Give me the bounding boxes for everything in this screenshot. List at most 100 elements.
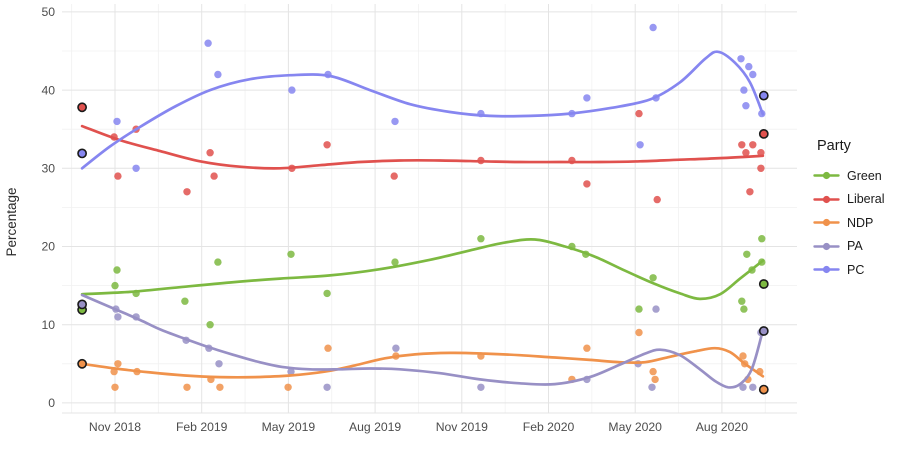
poll-point-ndp xyxy=(583,344,591,352)
legend-item-ndp: NDP xyxy=(813,211,885,235)
trend-line-pa xyxy=(80,293,765,389)
x-axis-label: Feb 2020 xyxy=(523,420,575,434)
poll-point-liberal xyxy=(323,141,331,149)
legend-item-green: Green xyxy=(813,164,885,188)
legend-item-pa: PA xyxy=(813,235,885,259)
legend-title: Party xyxy=(817,138,851,154)
election-results-layer xyxy=(77,90,769,395)
poll-point-ndp xyxy=(216,383,224,391)
poll-point-pa xyxy=(392,344,400,352)
x-axis-label: Feb 2019 xyxy=(176,420,228,434)
poll-point-ndp xyxy=(114,360,122,368)
poll-point-ndp xyxy=(324,344,332,352)
poll-point-pa xyxy=(648,383,656,391)
poll-point-liberal xyxy=(757,164,765,172)
poll-point-liberal xyxy=(738,141,746,149)
legend-key-dot xyxy=(822,195,831,203)
legend-items: Green Liberal NDP PA PC xyxy=(813,164,885,282)
election-result-liberal xyxy=(758,128,769,139)
election-result-pc xyxy=(77,148,87,159)
poll-points-ndp xyxy=(110,328,764,391)
y-axis-title: Percentage xyxy=(4,187,19,256)
grid-major xyxy=(62,4,797,414)
poll-point-green xyxy=(323,289,331,298)
poll-point-ndp xyxy=(649,367,657,376)
poll-point-ndp xyxy=(651,375,659,384)
poll-point-green xyxy=(635,305,643,313)
poll-point-liberal xyxy=(210,172,218,180)
poll-point-liberal xyxy=(653,195,661,204)
trend-line-green xyxy=(80,238,765,301)
poll-point-pc xyxy=(745,62,753,71)
legend-label-ndp: NDP xyxy=(847,215,874,230)
poll-point-pc xyxy=(583,94,591,102)
poll-point-green xyxy=(391,258,399,266)
poll-point-liberal xyxy=(183,188,191,196)
poll-point-pa xyxy=(114,313,122,321)
trend-line-pc xyxy=(80,50,765,170)
x-axis-label: May 2020 xyxy=(608,420,662,434)
legend-key-ndp xyxy=(813,219,840,227)
x-axis-label: May 2019 xyxy=(262,420,316,434)
poll-point-pc xyxy=(740,86,748,94)
legend-label-liberal: Liberal xyxy=(847,192,885,207)
poll-point-green xyxy=(181,297,189,305)
x-axis-label: Aug 2019 xyxy=(349,420,401,434)
poll-point-green xyxy=(206,321,214,329)
y-axis-labels: 0 10 20 30 40 50 xyxy=(41,5,55,410)
poll-point-liberal xyxy=(746,188,754,196)
poll-point-pc xyxy=(391,117,399,126)
election-result-ndp xyxy=(77,358,87,369)
poll-point-pa xyxy=(215,360,223,368)
y-axis-label: 0 xyxy=(48,396,55,410)
poll-point-ndp xyxy=(284,383,292,391)
legend-key-liberal xyxy=(813,195,840,203)
legend-item-pc: PC xyxy=(813,258,885,282)
trend-lines-layer xyxy=(80,50,765,389)
poll-point-green xyxy=(477,235,485,243)
poll-point-pc xyxy=(749,70,757,79)
legend-key-dot xyxy=(822,172,831,180)
legend: Party Green Liberal NDP PA PC xyxy=(813,138,885,282)
poll-point-liberal xyxy=(390,172,398,180)
poll-point-pc xyxy=(132,164,140,172)
legend-label-green: Green xyxy=(847,168,882,183)
legend-key-pa xyxy=(813,242,840,250)
y-axis-label: 20 xyxy=(41,240,55,254)
poll-point-ndp xyxy=(183,383,191,391)
poll-point-liberal xyxy=(749,141,757,149)
election-result-pc xyxy=(758,90,769,101)
poll-point-pc xyxy=(737,55,745,63)
poll-point-pc xyxy=(636,141,644,149)
legend-key-green xyxy=(813,172,840,180)
election-result-ndp xyxy=(758,384,769,395)
legend-label-pa: PA xyxy=(847,239,863,254)
trend-line-liberal xyxy=(80,124,765,170)
poll-point-pc xyxy=(649,23,657,32)
y-axis-label: 50 xyxy=(41,5,55,19)
x-axis-label: Aug 2020 xyxy=(696,420,748,434)
poll-point-pc xyxy=(214,70,222,79)
election-result-green xyxy=(758,279,769,289)
election-result-pa xyxy=(758,326,769,336)
poll-point-pa xyxy=(477,383,485,391)
poll-point-pc xyxy=(113,117,121,126)
y-axis-label: 10 xyxy=(41,318,55,332)
poll-point-liberal xyxy=(583,180,591,188)
poll-point-green xyxy=(740,305,748,313)
poll-point-pa xyxy=(652,305,660,313)
poll-points-liberal xyxy=(110,109,765,204)
poll-point-green xyxy=(738,297,746,305)
y-axis-label: 30 xyxy=(41,162,55,176)
legend-item-liberal: Liberal xyxy=(813,188,885,212)
x-axis-label: Nov 2019 xyxy=(436,420,488,434)
legend-key-dot xyxy=(822,266,831,274)
trend-line-ndp xyxy=(80,346,765,379)
x-axis-label: Nov 2018 xyxy=(89,420,141,434)
poll-point-green xyxy=(743,250,751,258)
legend-key-dot xyxy=(822,219,831,227)
poll-point-pc xyxy=(742,102,750,110)
poll-point-liberal xyxy=(206,149,214,157)
legend-key-dot xyxy=(822,242,831,250)
